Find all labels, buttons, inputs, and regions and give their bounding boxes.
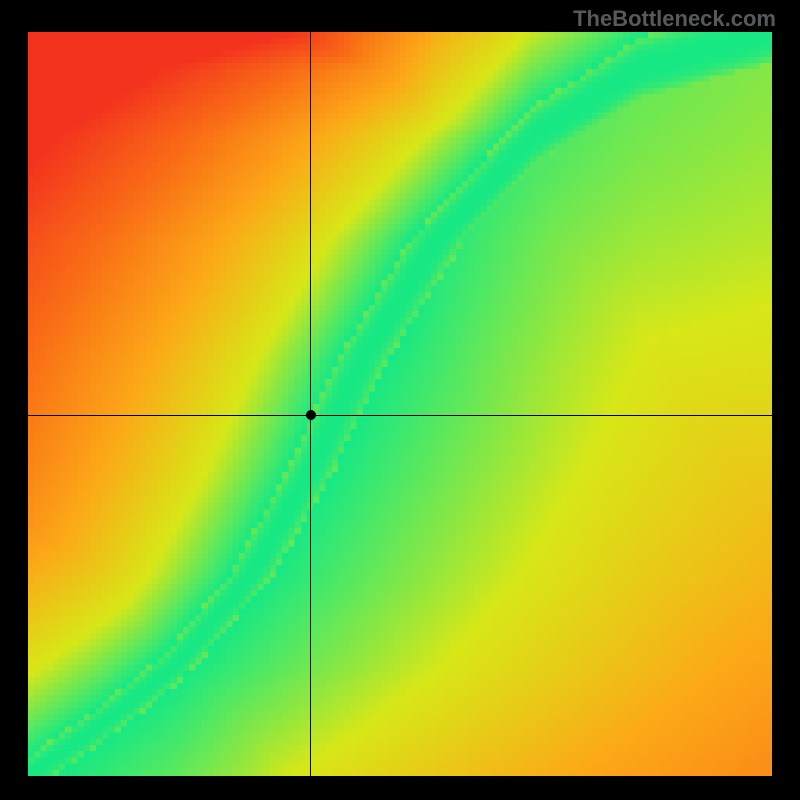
crosshair-marker [306, 410, 316, 420]
crosshair-vertical [310, 32, 311, 776]
heatmap-plot [28, 32, 772, 776]
crosshair-horizontal [28, 415, 772, 416]
watermark-text: TheBottleneck.com [573, 6, 776, 32]
chart-container: TheBottleneck.com [0, 0, 800, 800]
